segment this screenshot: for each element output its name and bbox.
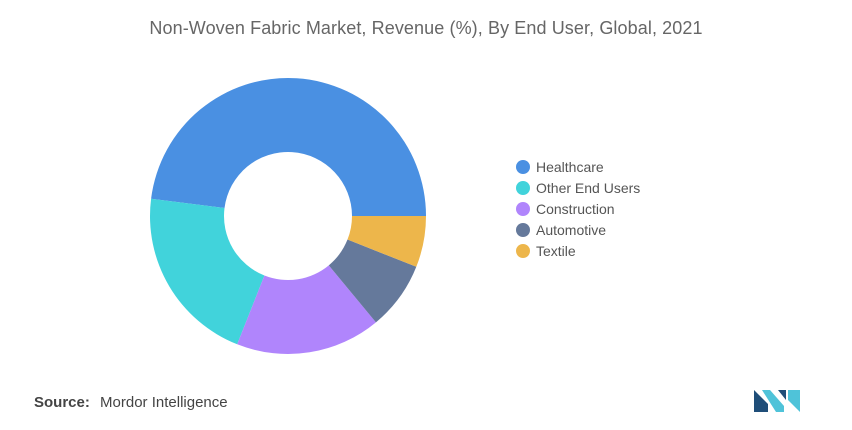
source-text: Mordor Intelligence (100, 394, 228, 411)
legend-label-healthcare: Healthcare (536, 158, 604, 175)
source-label: Source: (34, 394, 90, 411)
legend-swatch-healthcare (516, 159, 530, 174)
legend-item-textile: Textile (516, 240, 640, 261)
source-note: Source: Mordor Intelligence (34, 394, 228, 411)
legend-item-construction: Construction (516, 198, 640, 219)
legend-swatch-other-end-users (516, 180, 530, 195)
donut-slice-construction (237, 265, 376, 354)
legend-item-automotive: Automotive (516, 219, 640, 240)
donut-slice-healthcare (151, 77, 426, 216)
donut-slice-automotive (328, 239, 417, 323)
legend-label-automotive: Automotive (536, 221, 607, 238)
legend-item-healthcare: Healthcare (516, 156, 640, 177)
legend-item-other-end-users: Other End Users (516, 177, 640, 198)
chart-title: Non-Woven Fabric Market, Revenue (%), By… (149, 18, 703, 38)
legend-swatch-automotive (516, 222, 530, 237)
legend-label-textile: Textile (536, 242, 576, 259)
legend-swatch-construction (516, 201, 530, 216)
donut-slice-other-end-users (149, 198, 265, 345)
legend-label-other-end-users: Other End Users (536, 179, 641, 196)
chart-legend: Healthcare Other End Users Construction … (516, 156, 640, 261)
mordor-intelligence-logo-icon (754, 390, 800, 412)
donut-slice-textile (347, 216, 426, 267)
legend-label-construction: Construction (536, 200, 615, 217)
legend-swatch-textile (516, 243, 530, 258)
